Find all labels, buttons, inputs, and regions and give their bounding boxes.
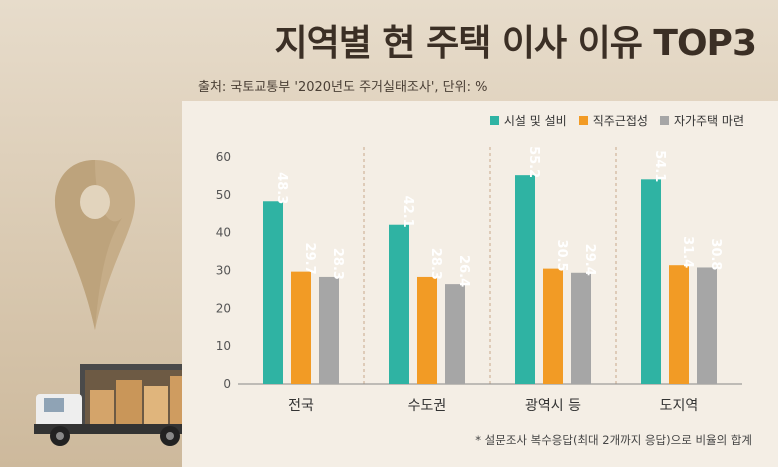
x-category-label: 도지역 [660,398,699,414]
bar-value-label: 29.7 [302,243,317,275]
y-tick-label: 10 [216,339,231,353]
bar [571,272,591,384]
bar-value-label: 28.3 [330,248,345,280]
legend-swatch [578,116,588,125]
bar [389,224,409,384]
bar-chart: 0 10 20 30 40 50 60 48.3 29.7 28.3 전국 42.1 28.3 26.4 수… [216,146,742,414]
source-note: 출처: 국토교통부 '2020년도 주거실태조사', 단위: % [198,80,488,95]
chart-legend: 시설 및 설비 직주근접성 자가주택 마련 [489,112,744,129]
bar-value-label: 54.1 [652,150,667,182]
bar [697,267,717,384]
legend-item-commute: 직주근접성 [578,112,648,129]
bar-value-label: 30.5 [554,240,569,272]
x-category-label: 수도권 [408,398,447,414]
y-tick-label: 40 [216,226,231,240]
bar [263,201,283,384]
location-pin-icon [55,160,135,330]
bar-value-label: 29.4 [582,244,597,276]
bar [319,276,339,384]
y-tick-label: 50 [216,188,231,202]
bar-value-label: 55.2 [526,146,541,178]
bar-value-label: 31.4 [680,236,695,268]
bar-value-label: 26.4 [456,255,471,287]
bar-value-label: 28.3 [428,248,443,280]
legend-label: 직주근접성 [592,114,648,128]
bar-value-label: 42.1 [400,196,415,228]
y-tick-label: 30 [216,264,231,278]
bar [291,271,311,384]
bar-value-label: 48.3 [274,172,289,204]
bar-value-label: 30.8 [708,238,723,270]
footnote: * 설문조사 복수응답(최대 2개까지 응답)으로 비율의 합계 [475,433,752,447]
bar [543,268,563,384]
legend-label: 자가주택 마련 [673,114,744,128]
y-tick-label: 60 [216,150,231,164]
legend-item-ownership: 자가주택 마련 [659,112,744,129]
y-tick-label: 0 [223,377,231,391]
bar [445,284,465,384]
bar [417,276,437,384]
bar [515,175,535,384]
legend-item-facilities: 시설 및 설비 [489,112,567,129]
legend-swatch [659,116,669,125]
bar [641,179,661,384]
legend-label: 시설 및 설비 [503,114,567,128]
page-title: 지역별 현 주택 이사 이유 TOP3 [274,23,757,64]
bar [669,265,689,384]
y-tick-label: 20 [216,301,231,315]
x-category-label: 광역시 등 [525,398,581,414]
x-category-label: 전국 [288,398,314,414]
legend-swatch [489,116,499,125]
